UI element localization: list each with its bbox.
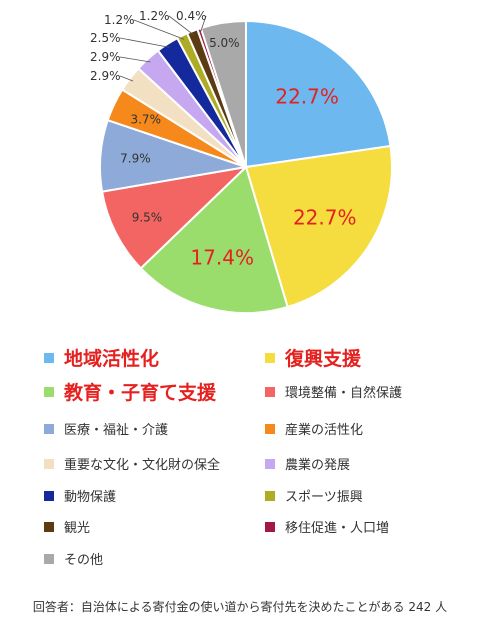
slice-label-2: 17.4% (190, 245, 254, 269)
slice-label-9: 1.2% (104, 13, 135, 27)
pie-slice-12 (199, 19, 247, 168)
pie-slice-3 (100, 165, 250, 270)
leader-line-8 (119, 37, 170, 48)
legend-item-sonota: その他 (44, 549, 103, 568)
respondent-note: 回答者：自治体による寄付金の使い道から寄付先を決めたことがある 242 人 (32, 600, 448, 614)
legend-item-sports: スポーツ振興 (265, 486, 363, 505)
legend-swatch (44, 490, 54, 501)
legend-swatch (265, 386, 275, 397)
legend-item-sangyou: 産業の活性化 (265, 419, 363, 438)
slice-label-10: 1.2% (139, 9, 170, 23)
legend-label: スポーツ振興 (285, 490, 363, 505)
legend-item-nougyou: 農業の発展 (265, 454, 350, 473)
slice-label-5: 3.7% (130, 113, 161, 127)
legend-swatch (265, 458, 275, 469)
legend-item-fukkou-shien: 復興支援 (265, 344, 361, 371)
legend-label: 動物保護 (64, 490, 117, 505)
legend-item-kyouiku-kosodate: 教育・子育て支援 (44, 378, 216, 405)
leader-line-7 (119, 56, 151, 63)
legend-swatch (44, 521, 54, 532)
legend-label: 重要な文化・文化財の保全 (64, 458, 221, 473)
legend-label: その他 (64, 553, 104, 568)
slice-label-4: 7.9% (120, 151, 151, 165)
slice-label-12: 5.0% (209, 36, 240, 50)
slice-label-8: 2.5% (90, 31, 121, 45)
legend-label: 観光 (64, 521, 91, 536)
legend-label: 教育・子育て支援 (64, 382, 217, 404)
slice-label-0: 22.7% (275, 84, 339, 108)
legend-item-kankou: 観光 (44, 517, 90, 536)
legend-label: 農業の発展 (285, 458, 351, 473)
pie-slice-1 (244, 144, 393, 309)
legend-item-doubutsu: 動物保護 (44, 486, 116, 505)
slice-label-6: 2.9% (90, 69, 121, 83)
leader-line-11 (200, 15, 207, 33)
slice-label-7: 2.9% (90, 50, 121, 64)
legend-swatch (44, 553, 54, 564)
pie-slice-2 (139, 165, 289, 314)
legend: 地域活性化 復興支援 教育・子育て支援 環境整備・自然保護 医療・福祉・介護 産… (0, 336, 480, 576)
slice-label-11: 0.4% (176, 9, 207, 23)
leader-line-9 (133, 19, 185, 40)
pie-slice-0 (245, 19, 392, 169)
legend-swatch (265, 521, 275, 532)
legend-label: 環境整備・自然保護 (285, 386, 403, 401)
legend-item-ijuu: 移住促進・人口増 (265, 517, 389, 536)
legend-swatch (265, 423, 275, 434)
leader-line-6 (119, 75, 134, 82)
legend-label: 医療・福祉・介護 (64, 423, 169, 438)
legend-swatch (44, 352, 54, 363)
slice-label-1: 22.7% (293, 205, 357, 229)
slice-label-3: 9.5% (132, 210, 163, 224)
leader-line-10 (168, 15, 194, 36)
legend-label: 復興支援 (285, 348, 362, 370)
legend-label: 産業の活性化 (285, 423, 364, 438)
legend-swatch (265, 490, 275, 501)
legend-item-iryou: 医療・福祉・介護 (44, 419, 168, 438)
legend-swatch (44, 386, 54, 397)
legend-item-bunkazai: 重要な文化・文化財の保全 (44, 454, 220, 473)
legend-item-kankyou: 環境整備・自然保護 (265, 382, 402, 401)
legend-item-chiiki-kasseika: 地域活性化 (44, 344, 159, 371)
pie-chart: 22.7% 22.7% 17.4% 9.5% 7.9% 3.7% 2.9% 2.9% 2.5% 1… (90, 9, 393, 314)
legend-label: 地域活性化 (64, 348, 160, 370)
legend-label: 移住促進・人口増 (285, 521, 390, 536)
legend-swatch (265, 352, 275, 363)
legend-swatch (44, 458, 54, 469)
legend-swatch (44, 423, 54, 434)
